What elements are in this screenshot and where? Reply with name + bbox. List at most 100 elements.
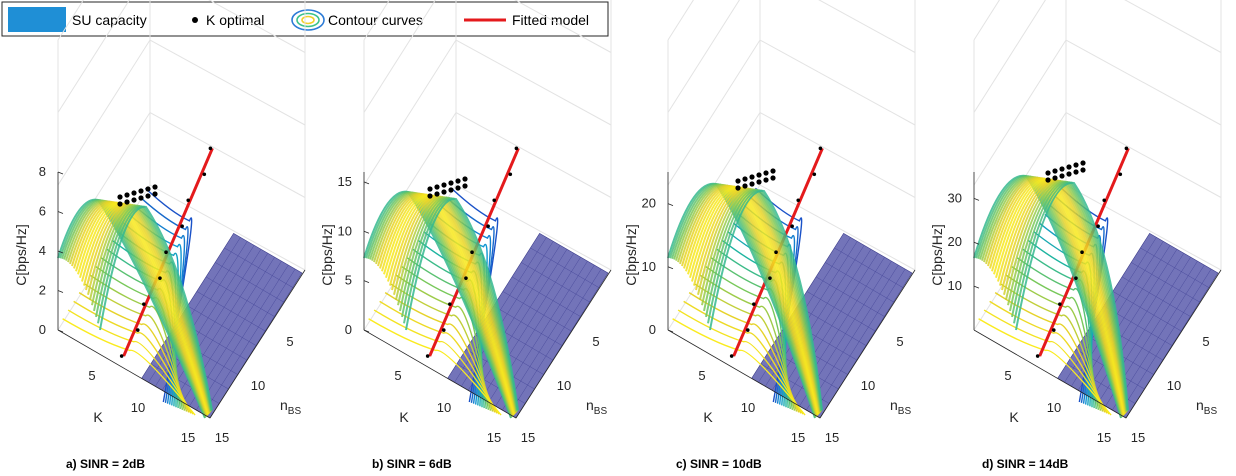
contour-curve — [368, 318, 502, 416]
plane-line — [502, 264, 595, 411]
k-tick-label: 15 — [791, 430, 805, 445]
plane-line — [508, 268, 602, 415]
contour-curve — [78, 292, 190, 413]
nbs-tick-label: 10 — [1167, 378, 1181, 393]
k-optimal-dot — [441, 182, 447, 188]
wall-gridline — [667, 0, 694, 41]
k-optimal-dot — [1118, 172, 1123, 177]
k-axis — [973, 329, 1127, 419]
k-optimal-dot — [486, 224, 490, 229]
surface-line — [399, 196, 518, 412]
surface-line — [697, 187, 821, 413]
panel-4: 10 20 30 C[bps/Hz] 5 10 15 K 5 10 15 nBS d) SINR = 1… — [929, 0, 1222, 471]
wall-gridline — [57, 0, 306, 113]
contour-curve — [67, 309, 194, 415]
k-optimal-dot — [796, 198, 801, 203]
surface-line — [699, 188, 822, 413]
capacity-surface — [667, 182, 823, 419]
surface-line — [707, 189, 823, 411]
k-optimal-dot — [1066, 164, 1072, 170]
k-tick-label: 10 — [131, 400, 145, 415]
z-tick-mark — [667, 203, 674, 206]
k-optimal-dot — [441, 328, 446, 332]
k-optimal-dot — [790, 224, 794, 229]
k-optimal-dot — [158, 276, 162, 280]
k-tick-label: 5 — [88, 368, 95, 383]
contour-curve — [379, 300, 498, 414]
surface-line — [989, 177, 1125, 416]
k-optimal-dot — [455, 185, 461, 191]
k-optimal-dot — [745, 328, 750, 332]
surface-line — [693, 187, 821, 414]
capacity-surface — [57, 198, 213, 419]
panels: 0 2 4 6 8 C[bps/Hz] 5 10 15 K 5 10 15 nBS a) SINR = 2d… — [13, 0, 1222, 471]
k-optimal-dot — [448, 302, 452, 306]
k-optimal-dot — [1080, 167, 1086, 173]
surface-line — [61, 199, 207, 418]
k-optimal-dot — [131, 190, 137, 196]
surface-line — [397, 196, 518, 412]
nbs-tick-label: 15 — [825, 430, 839, 445]
contour-curve — [390, 283, 494, 412]
contour-curve — [1016, 257, 1097, 410]
nbs-axis-subscript: BS — [1204, 406, 1218, 417]
nbs-axis-label: nBS — [280, 397, 301, 417]
k-optimal-dot — [119, 354, 124, 358]
capacity-surface — [973, 174, 1129, 419]
z-tick-mark — [363, 181, 370, 185]
k-tick-label: 10 — [437, 400, 451, 415]
contour-curve — [699, 274, 796, 411]
z-tick-mark — [973, 197, 980, 201]
k-optimal-dot — [749, 181, 755, 187]
surface-line — [395, 196, 518, 413]
k-optimal-dot — [124, 199, 130, 205]
z-tick-label: 0 — [39, 322, 46, 337]
k-optimal-dot — [770, 175, 776, 181]
k-optimal-dot — [441, 189, 447, 195]
k-optimal-dot — [434, 184, 440, 190]
nbs-axis-label: nBS — [586, 397, 607, 417]
contour-curve — [1000, 283, 1104, 412]
plane-line — [806, 264, 899, 411]
wall-gridline — [973, 0, 1222, 113]
k-optimal-dot — [1052, 168, 1058, 174]
k-optimal-dot — [812, 172, 817, 177]
plane-line — [511, 276, 581, 317]
surface-line — [87, 203, 211, 413]
k-optimal-dot — [752, 302, 756, 306]
nbs-tick-label: 10 — [861, 378, 875, 393]
k-optimal-dot — [186, 198, 191, 203]
k-optimal-dot — [742, 176, 748, 182]
surface-line — [93, 204, 212, 412]
plane-line — [521, 262, 590, 303]
k-optimal-dot — [1102, 198, 1107, 203]
k-optimal-dot — [735, 178, 741, 184]
blue-surface-swatch — [8, 7, 66, 32]
surface-line — [393, 195, 517, 413]
z-tick-mark — [57, 250, 64, 254]
z-tick-label: 2 — [39, 283, 46, 298]
k-optimal-dot — [138, 195, 144, 201]
z-axis-label: C[bps/Hz] — [623, 224, 639, 285]
k-optimal-dots — [1035, 146, 1129, 358]
k-tick-label: 5 — [394, 368, 401, 383]
surface-line — [701, 188, 822, 412]
surface-line — [95, 205, 213, 411]
plane-line — [834, 247, 903, 288]
plane-line — [825, 262, 894, 303]
legend-label-su-capacity: SU capacity — [72, 12, 147, 28]
z-tick-mark — [667, 329, 674, 333]
contour-curve — [89, 274, 186, 411]
plane-line — [1131, 262, 1200, 303]
wall-gridline — [667, 39, 916, 186]
k-tick-label: 15 — [181, 430, 195, 445]
plane-line — [202, 268, 296, 415]
k-tick-label: 5 — [1004, 368, 1011, 383]
k-optimal-dots — [425, 146, 519, 358]
z-tick-label: 6 — [39, 204, 46, 219]
plane-line — [1118, 268, 1212, 415]
contour-curve — [989, 300, 1108, 414]
black-dot-marker — [192, 17, 198, 23]
plane-line — [806, 291, 876, 332]
contour-curve — [705, 265, 794, 410]
